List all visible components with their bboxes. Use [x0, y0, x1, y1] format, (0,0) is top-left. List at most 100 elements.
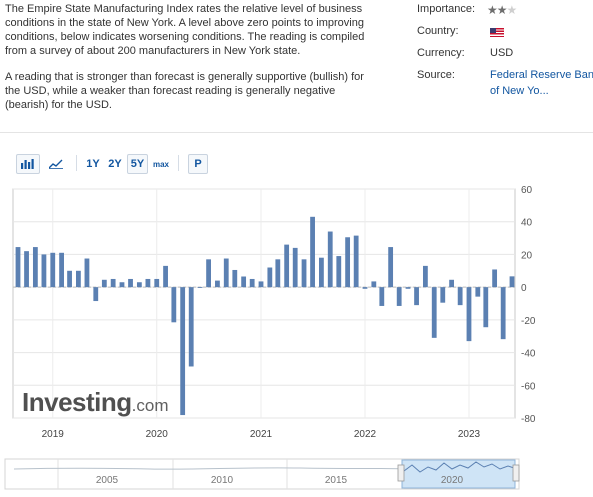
source-label: Source: [417, 69, 455, 81]
y-tick-label: -80 [521, 414, 536, 425]
navigator-selection[interactable] [401, 459, 516, 489]
bar[interactable] [206, 259, 211, 288]
bar[interactable] [258, 281, 264, 288]
bar[interactable] [232, 269, 238, 288]
navigator-year-label: 2020 [441, 475, 464, 486]
bar[interactable] [292, 247, 298, 288]
bar[interactable] [75, 270, 81, 288]
bar[interactable] [93, 287, 99, 302]
bar[interactable] [353, 235, 359, 288]
range-1y-button[interactable]: 1Y [86, 158, 100, 170]
bar[interactable] [67, 270, 72, 288]
x-tick-label: 2019 [42, 429, 65, 440]
source-link[interactable]: Federal Reserve Bank [490, 69, 593, 81]
bar[interactable] [180, 287, 186, 416]
bar[interactable] [128, 278, 133, 288]
range-5y-button[interactable]: 5Y [127, 154, 148, 174]
y-tick-label: -40 [521, 349, 536, 360]
bar[interactable] [284, 244, 290, 288]
bar[interactable] [101, 279, 107, 288]
plot-area [12, 188, 516, 419]
bar[interactable] [15, 247, 21, 288]
y-tick-label: 20 [521, 250, 533, 261]
navigator-left-handle[interactable] [397, 464, 405, 482]
bar[interactable] [275, 259, 281, 288]
bar[interactable] [188, 287, 194, 367]
bar[interactable] [449, 279, 455, 288]
bar[interactable] [84, 258, 90, 288]
bar[interactable] [440, 287, 446, 303]
importance-stars-icon: ★★★ [487, 3, 517, 17]
investing-logo: Investing.com [22, 387, 168, 417]
range-max-button[interactable]: max [152, 159, 169, 169]
description-paragraph-2: A reading that is stronger than forecast… [5, 71, 364, 111]
bar[interactable] [483, 287, 489, 328]
bar[interactable] [249, 278, 255, 288]
bar[interactable] [500, 287, 506, 340]
currency-label: Currency: [417, 47, 465, 59]
bar-chart-icon [21, 159, 34, 169]
line-chart-button[interactable] [44, 154, 68, 174]
time-navigator[interactable]: 2005 2010 2015 2020 [0, 455, 593, 497]
bar[interactable] [492, 269, 498, 288]
bar[interactable] [215, 280, 220, 288]
y-tick-label: -60 [521, 381, 536, 392]
bar[interactable] [145, 278, 151, 288]
bar[interactable] [509, 276, 515, 288]
bar[interactable] [431, 287, 437, 338]
bar[interactable] [119, 282, 125, 288]
bar[interactable] [110, 278, 116, 288]
bar[interactable] [362, 287, 368, 289]
bar[interactable] [336, 256, 342, 288]
y-tick-label: 40 [521, 218, 533, 229]
bar[interactable] [59, 252, 64, 288]
y-tick-label: -20 [521, 316, 536, 327]
bar[interactable] [32, 247, 38, 288]
bar[interactable] [50, 252, 56, 288]
bar[interactable] [24, 251, 29, 288]
bar[interactable] [319, 257, 324, 288]
description-paragraph-1: The Empire State Manufacturing Index rat… [5, 3, 365, 57]
bar[interactable] [197, 287, 203, 288]
bar[interactable] [154, 278, 160, 288]
y-tick-label: 60 [521, 185, 533, 196]
p-button[interactable]: P [188, 154, 208, 174]
navigator-right-handle[interactable] [512, 464, 520, 482]
x-tick-label: 2022 [354, 429, 377, 440]
bar[interactable] [405, 287, 411, 289]
bar[interactable] [379, 287, 385, 306]
bar[interactable] [163, 265, 168, 288]
bar[interactable] [171, 287, 177, 323]
navigator-year-label: 2005 [96, 475, 119, 486]
bar[interactable] [414, 287, 419, 306]
bar[interactable] [241, 276, 247, 288]
bar[interactable] [310, 216, 315, 288]
y-tick-label: 0 [521, 283, 527, 294]
bar[interactable] [466, 287, 472, 342]
bar[interactable] [457, 287, 463, 306]
bar[interactable] [475, 287, 481, 297]
bar[interactable] [371, 281, 377, 288]
x-tick-label: 2021 [250, 429, 273, 440]
bar[interactable] [388, 247, 394, 288]
range-2y-button[interactable]: 2Y [108, 158, 122, 170]
bar[interactable] [223, 258, 229, 288]
bar[interactable] [301, 259, 307, 288]
x-tick-label: 2020 [146, 429, 169, 440]
bar-chart: 60 40 20 0 -20 -40 -60 -80 2019 2020 2021 2022 2023 I… [12, 185, 536, 440]
bar[interactable] [136, 282, 142, 288]
importance-star-icon: ★ [487, 3, 498, 17]
us-flag-icon [490, 27, 504, 37]
bar[interactable] [345, 237, 351, 288]
bar[interactable] [41, 254, 47, 288]
indicator-description: The Empire State Manufacturing Index rat… [5, 2, 365, 124]
bar-chart-button[interactable] [16, 154, 40, 174]
currency-value: USD [490, 47, 514, 59]
bar[interactable] [422, 265, 428, 288]
source-link-continued[interactable]: of New Yo... [490, 85, 549, 97]
bar[interactable] [327, 231, 333, 288]
importance-label: Importance: [417, 3, 476, 15]
bar[interactable] [396, 287, 402, 306]
x-tick-label: 2023 [458, 429, 481, 440]
bar[interactable] [267, 267, 273, 288]
